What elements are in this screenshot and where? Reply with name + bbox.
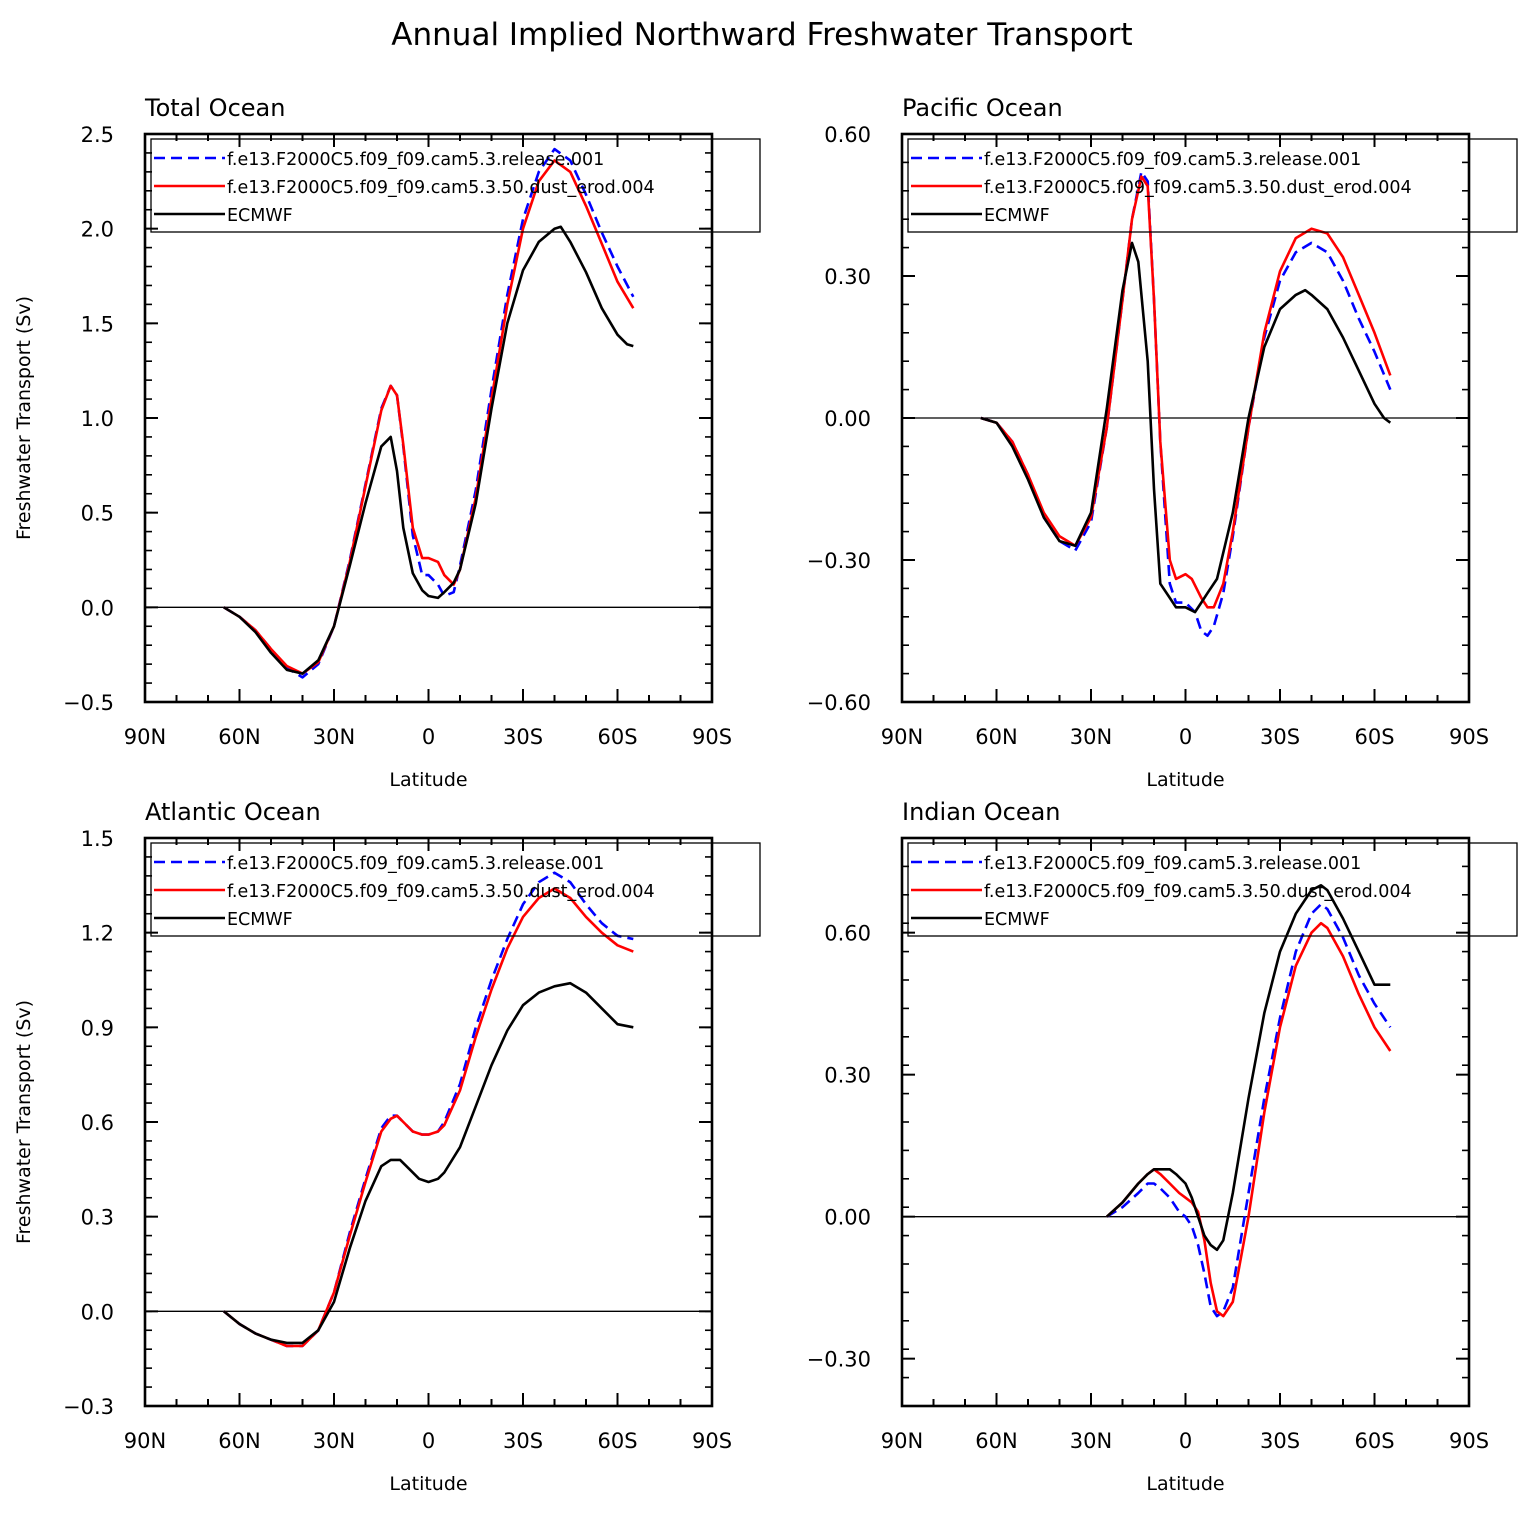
legend-label-release: f.e13.F2000C5.f09_f09.cam5.3.release.001 [984, 854, 1361, 874]
y-tick-label: 2.5 [81, 123, 114, 147]
x-tick-label: 30S [1260, 725, 1300, 749]
y-tick-label: 0.5 [81, 502, 114, 526]
series-line-ecmwf [223, 225, 634, 675]
y-tick-label: 1.5 [81, 312, 114, 336]
legend: f.e13.F2000C5.f09_f09.cam5.3.release.001… [907, 842, 1518, 937]
x-tick-label: 30N [313, 1429, 355, 1453]
x-tick-label: 90S [692, 1429, 732, 1453]
x-tick-label: 60N [975, 1429, 1017, 1453]
y-tick-label: 0.3 [81, 1206, 114, 1230]
y-tick-label: 0.6 [81, 1111, 114, 1135]
x-tick-label: 60S [1354, 725, 1394, 749]
series-line-release [980, 170, 1392, 638]
x-tick-label: 30S [503, 1429, 543, 1453]
x-tick-label: 60N [218, 1429, 260, 1453]
x-tick-label: 90S [692, 725, 732, 749]
legend-label-ecmwf: ECMWF [984, 910, 1050, 930]
x-tick-label: 60N [975, 725, 1017, 749]
y-tick-label: −0.30 [807, 549, 871, 573]
x-tick-label: 30N [1070, 725, 1112, 749]
y-tick-label: 0.60 [824, 922, 871, 946]
panel-atlantic-ocean: Atlantic Ocean 90N 60N 30N 0 30S 60S 90S −0.3 0.0… [13, 798, 761, 1495]
x-tick-label: 90S [1449, 1429, 1489, 1453]
y-tick-label: 0.30 [824, 265, 871, 289]
series-line-dust-erod [1105, 921, 1392, 1318]
legend-label-release: f.e13.F2000C5.f09_f09.cam5.3.release.001 [984, 150, 1361, 170]
x-axis-label: Latitude [1146, 769, 1224, 791]
panel-title: Atlantic Ocean [145, 798, 321, 826]
x-tick-label: 60S [597, 725, 637, 749]
panel-title: Indian Ocean [902, 798, 1061, 826]
x-axis-label: Latitude [1146, 1473, 1224, 1495]
y-tick-label: 0.30 [824, 1064, 871, 1088]
panels: Total Ocean 90N 60N 30N 0 30S 60S 90S −0.5 0.0 0.5… [13, 94, 1518, 1495]
y-tick-label: −0.60 [807, 691, 871, 715]
panel-total-ocean: Total Ocean 90N 60N 30N 0 30S 60S 90S −0.5 0.0 0.5… [13, 94, 761, 791]
y-tick-label: −0.5 [63, 691, 114, 715]
x-tick-label: 30N [313, 725, 355, 749]
x-tick-label: 0 [422, 725, 435, 749]
legend-label-ecmwf: ECMWF [984, 206, 1050, 226]
figure-title: Annual Implied Northward Freshwater Tran… [391, 17, 1132, 53]
y-tick-label: 1.0 [81, 407, 114, 431]
x-tick-label: 30S [1260, 1429, 1300, 1453]
x-tick-label: 90N [881, 1429, 923, 1453]
series-line-ecmwf [222, 981, 634, 1345]
x-tick-label: 0 [1179, 725, 1192, 749]
x-tick-label: 0 [1179, 1429, 1192, 1453]
y-tick-label: 0.0 [81, 596, 114, 620]
legend-label-ecmwf: ECMWF [227, 910, 293, 930]
legend-label-release: f.e13.F2000C5.f09_f09.cam5.3.release.001 [227, 150, 604, 170]
y-tick-label: 0.60 [824, 123, 871, 147]
legend-box [907, 138, 1518, 233]
series-line-release [1106, 902, 1392, 1318]
x-tick-label: 30S [503, 725, 543, 749]
y-tick-label: 1.2 [81, 922, 114, 946]
legend: f.e13.F2000C5.f09_f09.cam5.3.release.001… [150, 842, 761, 937]
legend-label-dust-erod: f.e13.F2000C5.f09_f09.cam5.3.50.dust_ero… [984, 178, 1412, 198]
x-tick-label: 90S [1449, 725, 1489, 749]
y-tick-label: −0.3 [63, 1395, 114, 1419]
legend-label-release: f.e13.F2000C5.f09_f09.cam5.3.release.001 [227, 854, 604, 874]
y-tick-label: 1.5 [81, 827, 114, 851]
x-tick-label: 90N [124, 1429, 166, 1453]
y-tick-label: 0.0 [81, 1300, 114, 1324]
x-tick-label: 90N [881, 725, 923, 749]
y-tick-label: −0.30 [807, 1348, 871, 1372]
legend-box [907, 842, 1518, 937]
panel-pacific-ocean: Pacific Ocean 90N 60N 30N 0 30S 60S 90S −0.60 −0.… [807, 94, 1518, 791]
panel-title: Total Ocean [144, 94, 285, 122]
legend-label-dust-erod: f.e13.F2000C5.f09_f09.cam5.3.50.dust_ero… [227, 882, 655, 902]
series-line-ecmwf [980, 241, 1392, 614]
legend-label-ecmwf: ECMWF [227, 206, 293, 226]
legend-box [150, 842, 761, 937]
series-line-dust-erod [980, 175, 1392, 609]
y-tick-label: 0.00 [824, 407, 871, 431]
x-tick-label: 0 [422, 1429, 435, 1453]
series-line-release [222, 871, 634, 1348]
x-tick-label: 60N [218, 725, 260, 749]
x-tick-label: 60S [1354, 1429, 1394, 1453]
x-tick-label: 90N [124, 725, 166, 749]
y-tick-label: 0.00 [824, 1206, 871, 1230]
x-tick-label: 60S [597, 1429, 637, 1453]
legend-box [150, 138, 761, 233]
series-line-release [223, 147, 635, 679]
legend-label-dust-erod: f.e13.F2000C5.f09_f09.cam5.3.50.dust_ero… [227, 178, 655, 198]
x-tick-label: 30N [1070, 1429, 1112, 1453]
y-tick-label: 0.9 [81, 1016, 114, 1040]
x-axis-label: Latitude [389, 1473, 467, 1495]
series-line-dust-erod [222, 887, 634, 1348]
legend: f.e13.F2000C5.f09_f09.cam5.3.release.001… [907, 138, 1518, 233]
y-axis-label: Freshwater Transport (Sv) [13, 296, 35, 540]
panel-title: Pacific Ocean [902, 94, 1063, 122]
y-axis-label: Freshwater Transport (Sv) [13, 1000, 35, 1244]
y-tick-label: 2.0 [81, 218, 114, 242]
legend: f.e13.F2000C5.f09_f09.cam5.3.release.001… [150, 138, 761, 233]
legend-label-dust-erod: f.e13.F2000C5.f09_f09.cam5.3.50.dust_ero… [984, 882, 1412, 902]
panel-indian-ocean: Indian Ocean 90N 60N 30N 0 30S 60S 90S −0.30 0.00… [807, 798, 1518, 1495]
series-line-ecmwf [1105, 883, 1391, 1252]
x-axis-label: Latitude [389, 769, 467, 791]
